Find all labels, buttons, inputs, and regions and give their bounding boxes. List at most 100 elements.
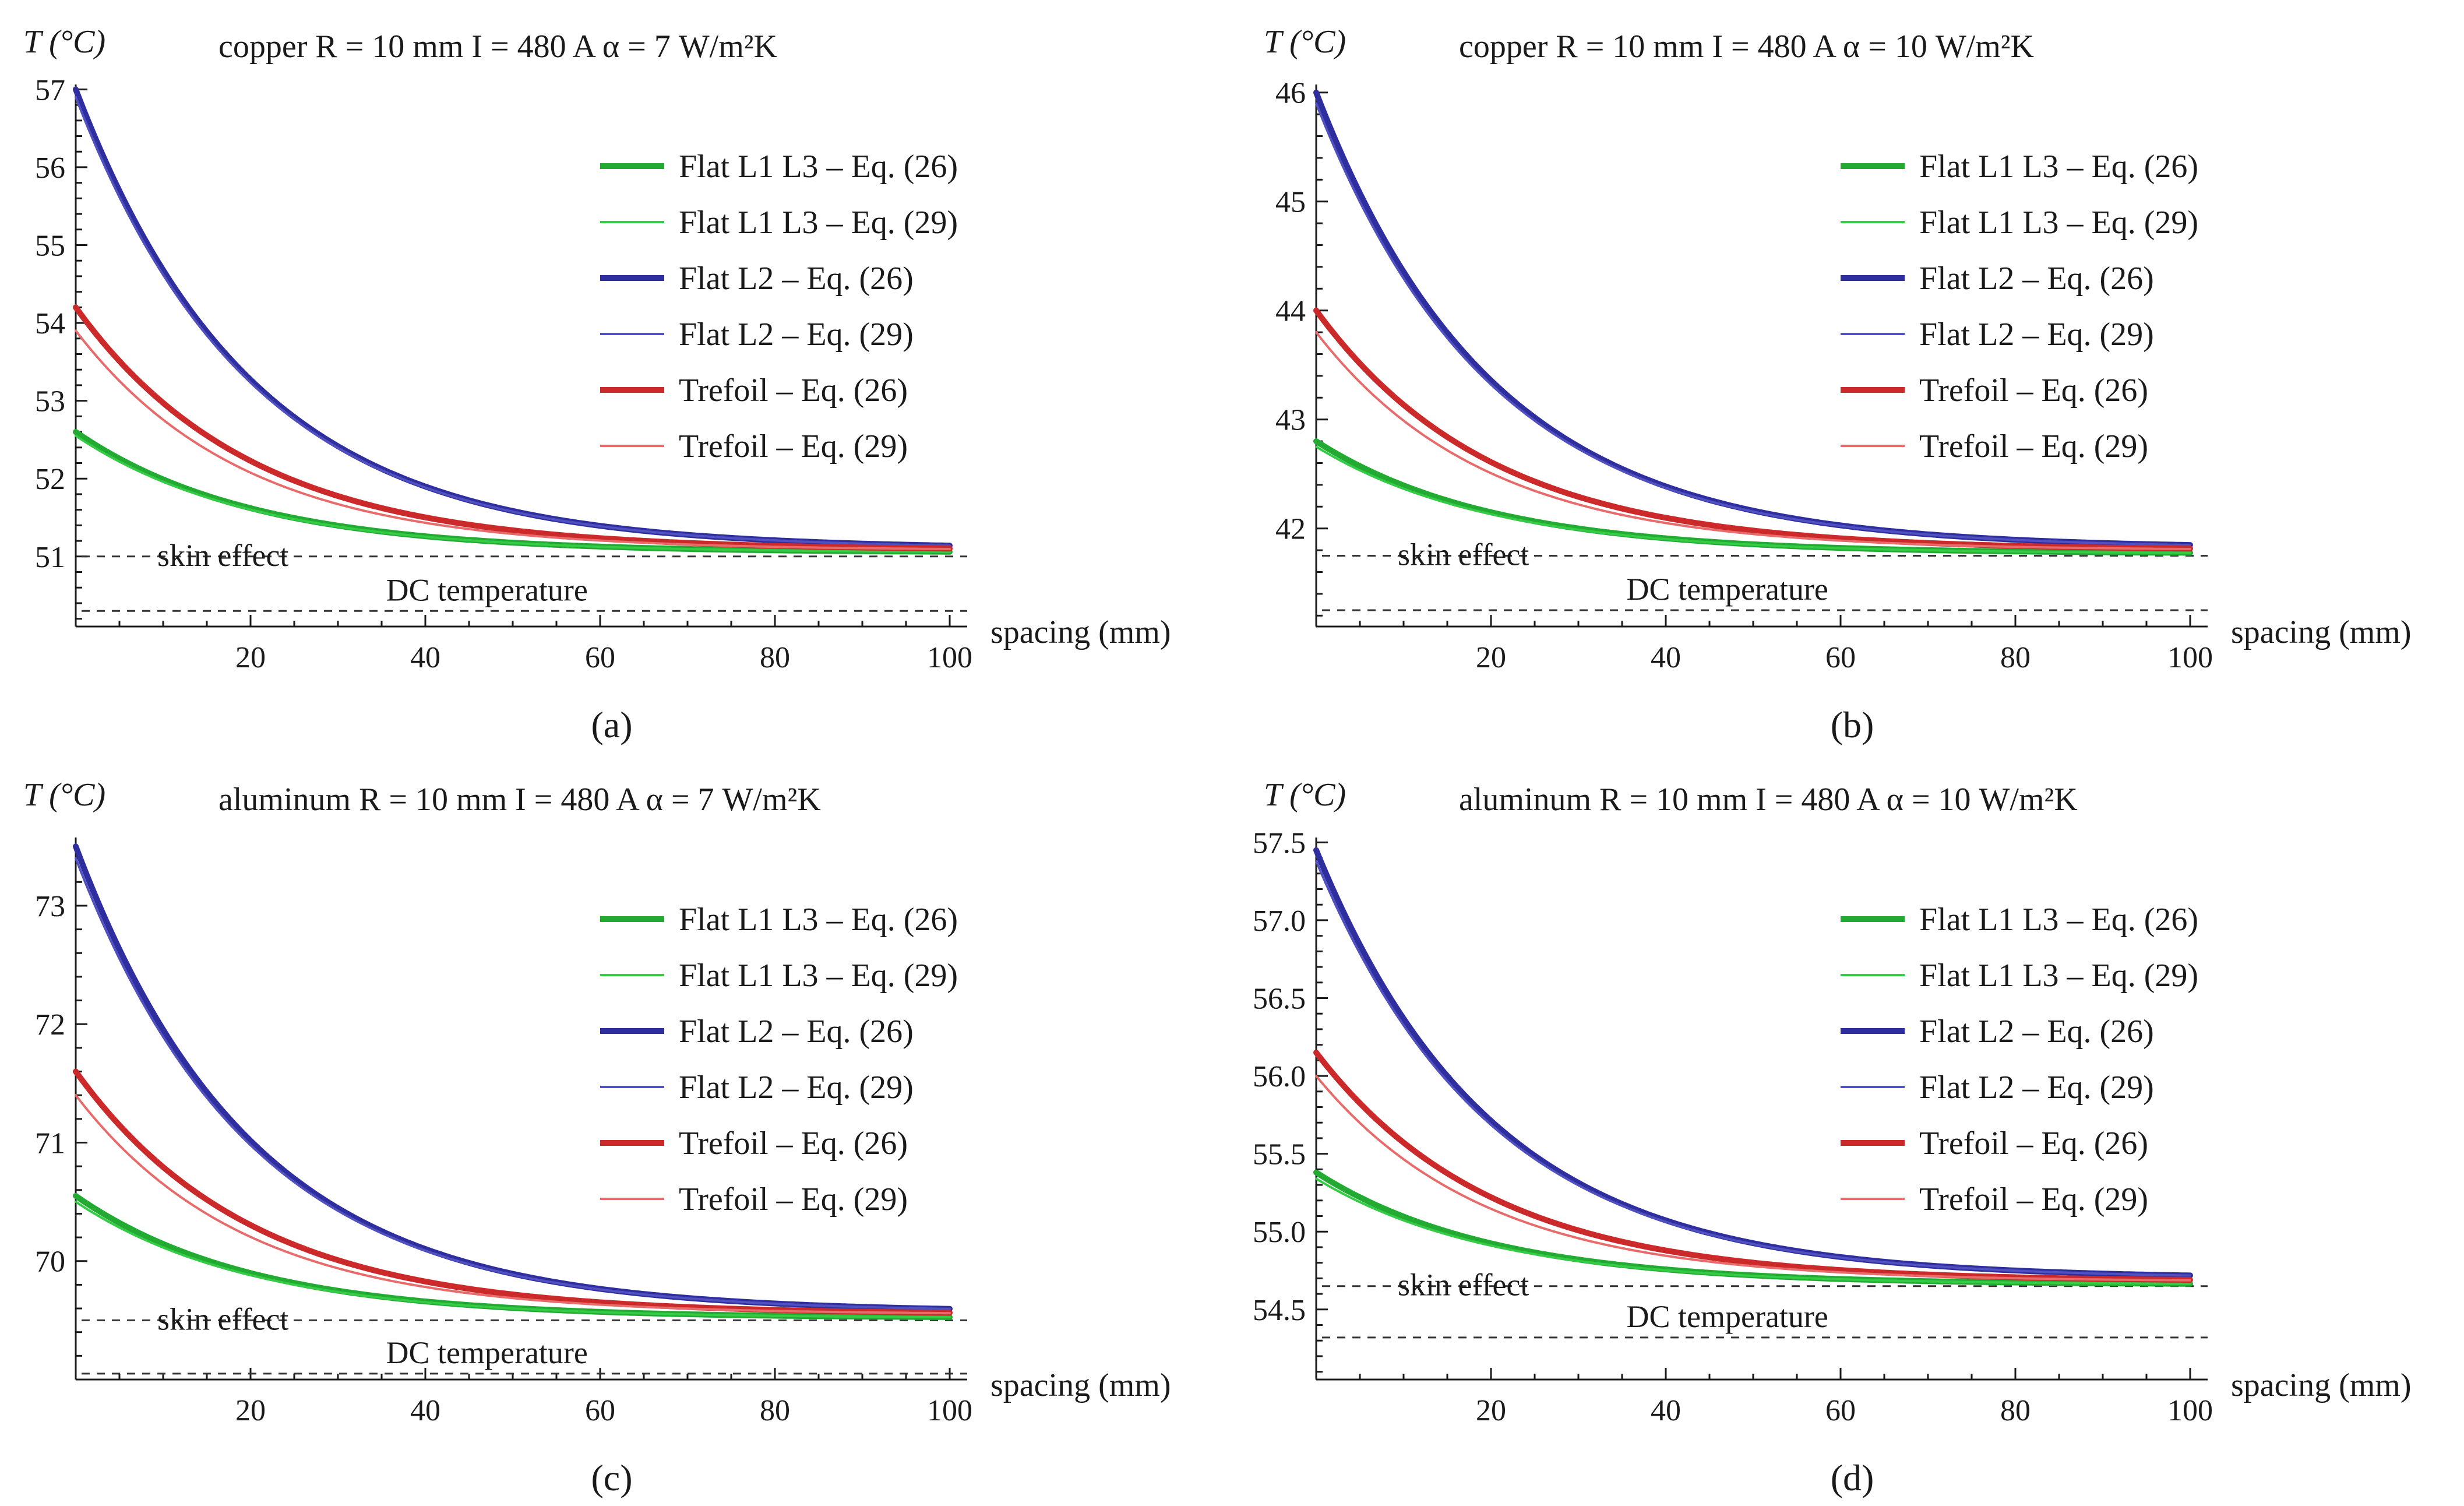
x-tick-label: 40 — [410, 1394, 440, 1427]
series-line-2 — [1315, 445, 2191, 554]
chart-panel-a: 20 40 60 80 100 51 52 53 54 55 56 57 skin effect DC t… — [0, 0, 1224, 753]
y-tick-label: 45 — [1275, 186, 1306, 219]
chart-panel-d: 20 40 60 80 100 54.5 55.0 55.5 56.0 56.5 57.0 57.5 s… — [1240, 753, 2464, 1506]
legend-label: Flat L1 L3 – Eq. (29) — [679, 958, 958, 994]
legend-label: Trefoil – Eq. (29) — [1919, 1181, 2148, 1218]
y-tick-label: 56.5 — [1253, 983, 1306, 1016]
y-tick-label: 57.0 — [1253, 905, 1306, 938]
skin-effect-label: skin effect — [1398, 537, 1529, 572]
x-tick-label: 20 — [235, 641, 266, 674]
x-tick-label: 60 — [585, 641, 615, 674]
x-tick-label: 80 — [760, 641, 790, 674]
legend-label: Flat L1 L3 – Eq. (26) — [1919, 902, 2198, 938]
series-line-4 — [1315, 860, 2191, 1277]
dc-temperature-label: DC temperature — [386, 1335, 588, 1370]
panel-label: (d) — [1831, 1457, 1874, 1498]
x-axis-label: spacing (mm) — [2231, 1367, 2411, 1403]
legend-label: Flat L2 – Eq. (29) — [1919, 1069, 2154, 1106]
y-tick-label: 71 — [35, 1127, 65, 1160]
legend-label: Flat L2 – Eq. (29) — [679, 1069, 914, 1106]
series-line-6 — [1315, 331, 2191, 550]
x-tick-label: 80 — [760, 1394, 790, 1427]
legend-label: Flat L2 – Eq. (29) — [1919, 316, 2154, 353]
y-tick-label: 70 — [35, 1245, 65, 1279]
y-tick-label: 42 — [1275, 513, 1306, 546]
chart-title: copper R = 10 mm I = 480 A α = 10 W/m²K — [1459, 29, 2034, 65]
y-axis-label: T (°C) — [1264, 777, 1346, 813]
legend-label: Trefoil – Eq. (26) — [679, 372, 908, 409]
legend-label: Flat L1 L3 – Eq. (26) — [1919, 149, 2198, 185]
y-tick-label: 55.5 — [1253, 1138, 1306, 1171]
legend-label: Flat L1 L3 – Eq. (29) — [1919, 205, 2198, 241]
skin-effect-label: skin effect — [1398, 1268, 1529, 1303]
x-tick-label: 60 — [1825, 1394, 1856, 1427]
x-tick-label: 40 — [1651, 1394, 1681, 1427]
y-tick-label: 43 — [1275, 404, 1306, 437]
x-tick-label: 20 — [235, 1394, 266, 1427]
series-line-4 — [1315, 102, 2191, 547]
y-tick-label: 55.0 — [1253, 1216, 1306, 1249]
series-line-6 — [1315, 1075, 2191, 1282]
x-tick-label: 20 — [1476, 641, 1506, 674]
chart-panel-c: 20 40 60 80 100 70 71 72 73 skin effect DC tempera… — [0, 753, 1224, 1506]
y-tick-label: 54 — [35, 307, 65, 340]
x-tick-label: 60 — [585, 1394, 615, 1427]
y-axis-label: T (°C) — [23, 24, 105, 60]
chart-title: aluminum R = 10 mm I = 480 A α = 7 W/m²K — [218, 782, 821, 818]
series-line-2 — [75, 1201, 951, 1318]
y-axis-label: T (°C) — [1264, 24, 1346, 60]
skin-effect-label: skin effect — [157, 538, 288, 573]
legend-label: Trefoil – Eq. (26) — [679, 1125, 908, 1162]
legend-label: Flat L1 L3 – Eq. (29) — [679, 205, 958, 241]
chart-title: aluminum R = 10 mm I = 480 A α = 10 W/m²… — [1459, 782, 2078, 818]
x-tick-label: 60 — [1825, 641, 1856, 674]
x-tick-label: 40 — [410, 641, 440, 674]
x-tick-label: 20 — [1476, 1394, 1506, 1427]
x-tick-label: 80 — [2000, 1394, 2031, 1427]
x-axis-label: spacing (mm) — [990, 1367, 1171, 1403]
x-axis-label: spacing (mm) — [990, 614, 1171, 650]
y-tick-label: 44 — [1275, 295, 1306, 328]
y-axis-label: T (°C) — [23, 777, 105, 813]
legend-label: Flat L2 – Eq. (26) — [679, 261, 914, 297]
chart-svg-d: 20 40 60 80 100 54.5 55.0 55.5 56.0 56.5 57.0 57.5 s… — [1253, 777, 2411, 1498]
legend-label: Trefoil – Eq. (29) — [679, 1181, 908, 1218]
legend-label: Flat L1 L3 – Eq. (29) — [1919, 958, 2198, 994]
legend-label: Trefoil – Eq. (26) — [1919, 1125, 2148, 1162]
series-line-2 — [75, 434, 951, 553]
series-line-4 — [75, 857, 951, 1310]
series-line-2 — [1315, 1177, 2191, 1285]
y-tick-label: 73 — [35, 890, 65, 923]
skin-effect-label: skin effect — [157, 1301, 288, 1336]
chart-svg-b: 20 40 60 80 100 42 43 44 45 46 skin effect DC tempe… — [1264, 24, 2411, 745]
y-tick-label: 57.5 — [1253, 826, 1306, 860]
y-tick-label: 57 — [35, 73, 65, 107]
chart-svg-c: 20 40 60 80 100 70 71 72 73 skin effect DC tempera… — [23, 777, 1171, 1498]
y-tick-label: 52 — [35, 463, 65, 496]
y-tick-label: 56.0 — [1253, 1060, 1306, 1093]
x-tick-label: 100 — [2167, 641, 2213, 674]
series-line-6 — [75, 329, 951, 550]
chart-svg-a: 20 40 60 80 100 51 52 53 54 55 56 57 skin effect DC t… — [23, 24, 1171, 745]
y-tick-label: 53 — [35, 385, 65, 418]
legend-label: Flat L2 – Eq. (26) — [1919, 261, 2154, 297]
legend-label: Trefoil – Eq. (26) — [1919, 372, 2148, 409]
x-axis-label: spacing (mm) — [2231, 614, 2411, 650]
y-tick-label: 46 — [1275, 77, 1306, 110]
x-tick-label: 80 — [2000, 641, 2031, 674]
y-tick-label: 54.5 — [1253, 1294, 1306, 1327]
y-tick-label: 51 — [35, 541, 65, 574]
legend-label: Trefoil – Eq. (29) — [679, 428, 908, 465]
series-line-6 — [75, 1094, 951, 1315]
series-line-4 — [75, 96, 951, 547]
panel-label: (c) — [591, 1457, 632, 1498]
legend-label: Flat L2 – Eq. (26) — [1919, 1014, 2154, 1050]
x-tick-label: 100 — [927, 641, 972, 674]
chart-title: copper R = 10 mm I = 480 A α = 7 W/m²K — [218, 29, 777, 65]
legend-label: Flat L1 L3 – Eq. (26) — [679, 902, 958, 938]
dc-temperature-label: DC temperature — [1627, 572, 1828, 607]
legend-label: Flat L2 – Eq. (29) — [679, 316, 914, 353]
legend-label: Trefoil – Eq. (29) — [1919, 428, 2148, 465]
x-tick-label: 100 — [2167, 1394, 2213, 1427]
x-tick-label: 100 — [927, 1394, 972, 1427]
